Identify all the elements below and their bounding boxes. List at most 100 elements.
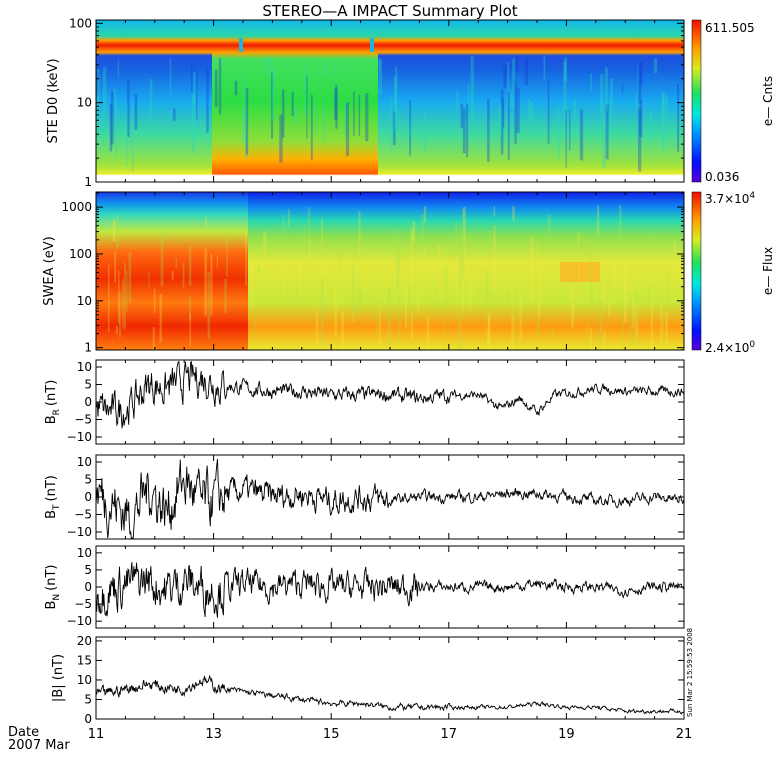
swea-streak: [188, 246, 192, 286]
ste-streak: [409, 100, 412, 156]
swea-streak: [126, 270, 128, 311]
ste-streak: [516, 87, 520, 134]
swea-colorbar-min: 2.4×100: [705, 340, 755, 355]
swea-colorbar-max: 3.7×104: [705, 191, 755, 206]
br-y-axis: 10 5 0 −5 −10: [67, 360, 684, 444]
ste-colorbar-min: 0.036: [705, 170, 739, 184]
swea-streak: [604, 274, 606, 308]
swea-streak: [612, 258, 616, 288]
ste-streak: [131, 103, 134, 172]
ste-streak: [487, 98, 490, 162]
swea-hot-region: [96, 192, 248, 350]
ste-streak: [529, 102, 534, 125]
swea-streak: [599, 299, 603, 340]
ste-streak: [610, 78, 613, 110]
bmag-series-line: [95, 674, 685, 715]
swea-streak: [457, 313, 461, 350]
ste-streak: [653, 58, 658, 74]
swea-streak: [378, 305, 381, 350]
swea-streak: [204, 248, 208, 317]
swea-streak: [595, 313, 597, 350]
swea-streak: [597, 205, 600, 235]
y-tick-label: 10: [77, 673, 92, 687]
ste-streak: [462, 108, 466, 154]
x-tick-label: 11: [88, 727, 105, 742]
swea-streak: [341, 311, 345, 350]
y-tick-label: 10: [77, 360, 92, 374]
ste-streak: [281, 89, 285, 138]
swea-streak: [421, 213, 424, 244]
ste-streak: [214, 69, 218, 107]
swea-streak: [423, 206, 427, 223]
ste-streak: [500, 89, 504, 155]
swea-streak: [358, 289, 362, 314]
ste-streak: [345, 102, 350, 157]
swea-streak: [153, 288, 156, 314]
swea-streak: [116, 213, 119, 250]
swea-streak: [257, 265, 261, 274]
swea-streak: [530, 236, 534, 302]
ste-ylabel: STE D0 (keV): [46, 58, 61, 143]
swea-streak: [586, 322, 589, 350]
swea-streak: [182, 263, 185, 288]
ste-streak: [190, 62, 193, 93]
swea-streak: [124, 262, 126, 329]
ste-streak: [677, 84, 680, 152]
swea-streak: [315, 315, 317, 337]
swea-streak: [351, 263, 355, 316]
ste-panel: 1 10 100 STE D0 (keV) 611.505 0.036 e— Cnt…: [46, 16, 775, 189]
ste-streak: [378, 59, 383, 95]
ste-streak: [649, 112, 653, 140]
swea-streak: [665, 311, 668, 350]
bmag-frame: [95, 636, 685, 720]
x-axis: 11 13 15 17 19 21: [88, 20, 692, 742]
ste-streak: [638, 108, 642, 172]
ste-streak: [563, 57, 567, 82]
ste-streak: [543, 55, 546, 81]
ste-streak: [569, 110, 571, 151]
ste-streak: [456, 89, 459, 115]
y-tick-label: −5: [74, 597, 92, 611]
ste-streak: [115, 100, 117, 156]
ste-streak: [196, 71, 198, 121]
swea-streak: [590, 244, 592, 290]
br-series-line: [95, 361, 685, 429]
y-tick-label: 5: [84, 473, 92, 487]
ste-streak: [304, 67, 307, 116]
swea-colorbar-label: e— Flux: [761, 247, 775, 295]
swea-streak: [189, 296, 191, 322]
swea-streak: [477, 286, 480, 298]
swea-streak: [148, 272, 150, 288]
y-tick-label: 1: [84, 175, 92, 189]
ste-streak: [661, 91, 665, 150]
ste-streaks: [96, 38, 680, 172]
y-tick-label: 15: [77, 653, 92, 667]
ste-streak: [306, 75, 308, 139]
swea-streak: [251, 259, 254, 309]
y-tick-label: 10: [77, 96, 92, 110]
swea-y-axis: 1 10 100 1000: [61, 192, 684, 355]
ste-gap: [239, 38, 243, 52]
ste-streak: [512, 58, 515, 110]
bt-panel: 10 5 0 −5 −10 BT(nT): [44, 454, 685, 540]
bn-y-axis: 10 5 0 −5 −10: [67, 546, 684, 628]
ste-streak: [392, 111, 396, 146]
swea-streak: [112, 219, 116, 242]
ste-streak: [234, 80, 238, 96]
swea-streak: [398, 294, 401, 344]
swea-streak: [619, 205, 622, 245]
swea-streak: [674, 240, 677, 281]
bt-ylabel: BT(nT): [44, 475, 62, 519]
y-tick-label: 0: [84, 395, 92, 409]
ste-streak: [557, 107, 560, 159]
ste-streak: [563, 61, 567, 121]
swea-streak: [210, 253, 213, 317]
swea-streak: [296, 287, 298, 302]
swea-streak: [571, 300, 573, 333]
bmag-ylabel: |B| (nT): [51, 654, 66, 702]
swea-streak: [160, 223, 164, 287]
ste-streak: [218, 58, 222, 115]
ste-streak: [334, 88, 338, 120]
swea-streak: [666, 272, 669, 318]
ste-streak: [96, 68, 100, 124]
